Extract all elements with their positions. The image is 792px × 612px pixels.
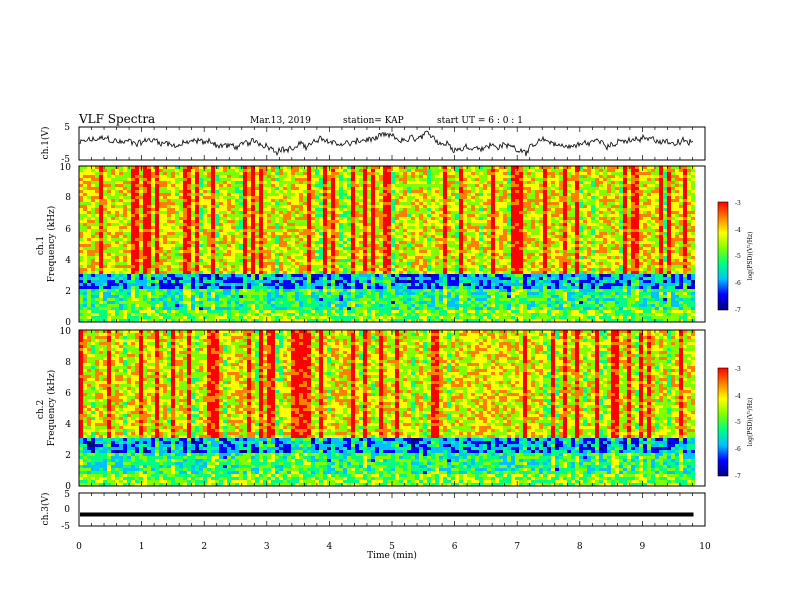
ch3-ytick-top: 5 — [64, 490, 70, 500]
ch2-spectrogram-ticks — [78, 330, 706, 486]
ch2-cb-label: log(PSD)(V²/Hz) — [747, 398, 754, 447]
x-tick-label: 6 — [452, 542, 458, 552]
ch3-waveform-panel: 5 0 -5 ch.3(V) 0 1 2 3 4 5 6 7 8 9 10 Time (min) — [40, 490, 711, 561]
ch1-waveform-panel: 5 -5 ch.1(V) — [40, 123, 706, 165]
x-tick-label: 9 — [640, 542, 646, 552]
ch1-cb-tick-m6: -6 — [735, 280, 741, 287]
ch2-colorbar: -3 -4 -5 -6 -7 log(PSD)(V²/Hz) — [717, 366, 754, 480]
ch1-spectrogram-ticks — [78, 166, 706, 322]
ch3-ytick-bottom: -5 — [61, 522, 70, 532]
ch3-ytick-mid: 0 — [64, 505, 70, 515]
x-tick-label: 2 — [201, 542, 207, 552]
ch2-cb-tick-m7: -7 — [735, 473, 741, 480]
ch3-waveform-line — [80, 512, 694, 517]
ch1-spec-ytick-8: 8 — [65, 193, 71, 203]
x-tick-label: 5 — [389, 542, 395, 552]
ch1-spec-ylabel-channel: ch.1 Frequency (kHz) — [36, 206, 57, 283]
x-tick-label: 4 — [327, 542, 333, 552]
ch1-ytick-bottom: -5 — [61, 155, 70, 165]
ch3-waveform-ticks — [78, 493, 706, 526]
ch2-spec-ytick-6: 6 — [65, 389, 71, 399]
ch2-cb-tick-m4: -4 — [735, 393, 741, 400]
ch1-colorbar: -3 -4 -5 -6 -7 log(PSD)(V²/Hz) — [717, 200, 754, 314]
ch1-spectrogram-panel: 0 2 4 6 8 10 ch.1 Frequency (kHz) -3 -4 … — [36, 163, 754, 328]
ch2-spec-ytick-4: 4 — [65, 420, 71, 430]
ch2-cb-tick-m6: -6 — [735, 446, 741, 453]
ch2-spec-ylabel-line2: Frequency (kHz) — [46, 370, 57, 447]
ch1-spec-ylabel-line1: ch.1 — [36, 236, 46, 255]
ch1-spectrogram-image — [79, 166, 705, 322]
ch1-spec-ylabel-line2: Frequency (kHz) — [46, 206, 57, 283]
ch2-spectrogram-panel: 0 2 4 6 8 10 ch.2 Frequency (kHz) -3 -4 … — [36, 327, 754, 492]
ch1-ytick-top: 5 — [64, 123, 70, 133]
ch1-spec-ytick-2: 2 — [65, 287, 71, 297]
x-tick-label: 3 — [264, 542, 270, 552]
ch2-spec-ytick-8: 8 — [65, 358, 71, 368]
ch2-spec-ylabel-channel: ch.2 Frequency (kHz) — [36, 370, 57, 447]
x-tick-label: 7 — [514, 542, 520, 552]
ch1-cb-tick-m3: -3 — [735, 200, 741, 207]
ch2-spec-ytick-10: 10 — [60, 327, 72, 337]
ch1-cb-tick-m4: -4 — [735, 227, 741, 234]
ch2-cb-tick-m3: -3 — [735, 366, 741, 373]
ch1-spec-ytick-10: 10 — [60, 163, 72, 173]
x-axis-label: Time (min) — [367, 550, 417, 561]
ch1-waveform-frame — [78, 126, 706, 161]
ch2-spec-ytick-2: 2 — [65, 451, 71, 461]
x-tick-label: 8 — [577, 542, 583, 552]
ch2-spec-ylabel-line1: ch.2 — [36, 400, 46, 419]
ch2-colorbar-gradient — [717, 367, 729, 477]
ch1-spec-ytick-0: 0 — [65, 318, 71, 328]
ch2-cb-tick-m5: -5 — [735, 419, 741, 426]
x-tick-label: 10 — [699, 542, 711, 552]
figure-title: VLF Spectra — [78, 112, 155, 126]
ch1-colorbar-gradient — [717, 201, 729, 311]
ch3-ylabel: ch.3(V) — [40, 493, 51, 526]
ch2-spec-ytick-0: 0 — [65, 482, 71, 492]
ch1-spec-ytick-6: 6 — [65, 225, 71, 235]
x-tick-label: 1 — [139, 542, 145, 552]
start-ut-label: start UT = 6 : 0 : 1 — [437, 116, 523, 126]
ch1-waveform-ticks — [78, 127, 706, 160]
station-label: station= KAP — [343, 116, 404, 126]
ch1-cb-tick-m5: -5 — [735, 253, 741, 260]
ch2-spectrogram-image — [79, 330, 705, 486]
ch1-spec-ytick-4: 4 — [65, 256, 71, 266]
x-tick-label: 0 — [76, 542, 82, 552]
date-label: Mar.13, 2019 — [250, 116, 311, 126]
ch1-waveform-line — [79, 130, 694, 157]
ch1-cb-tick-m7: -7 — [735, 307, 741, 314]
ch1-cb-label: log(PSD)(V²/Hz) — [747, 232, 754, 281]
x-tick-labels: 0 1 2 3 4 5 6 7 8 9 10 — [76, 542, 711, 552]
ch1-ylabel: ch.1(V) — [40, 127, 51, 160]
